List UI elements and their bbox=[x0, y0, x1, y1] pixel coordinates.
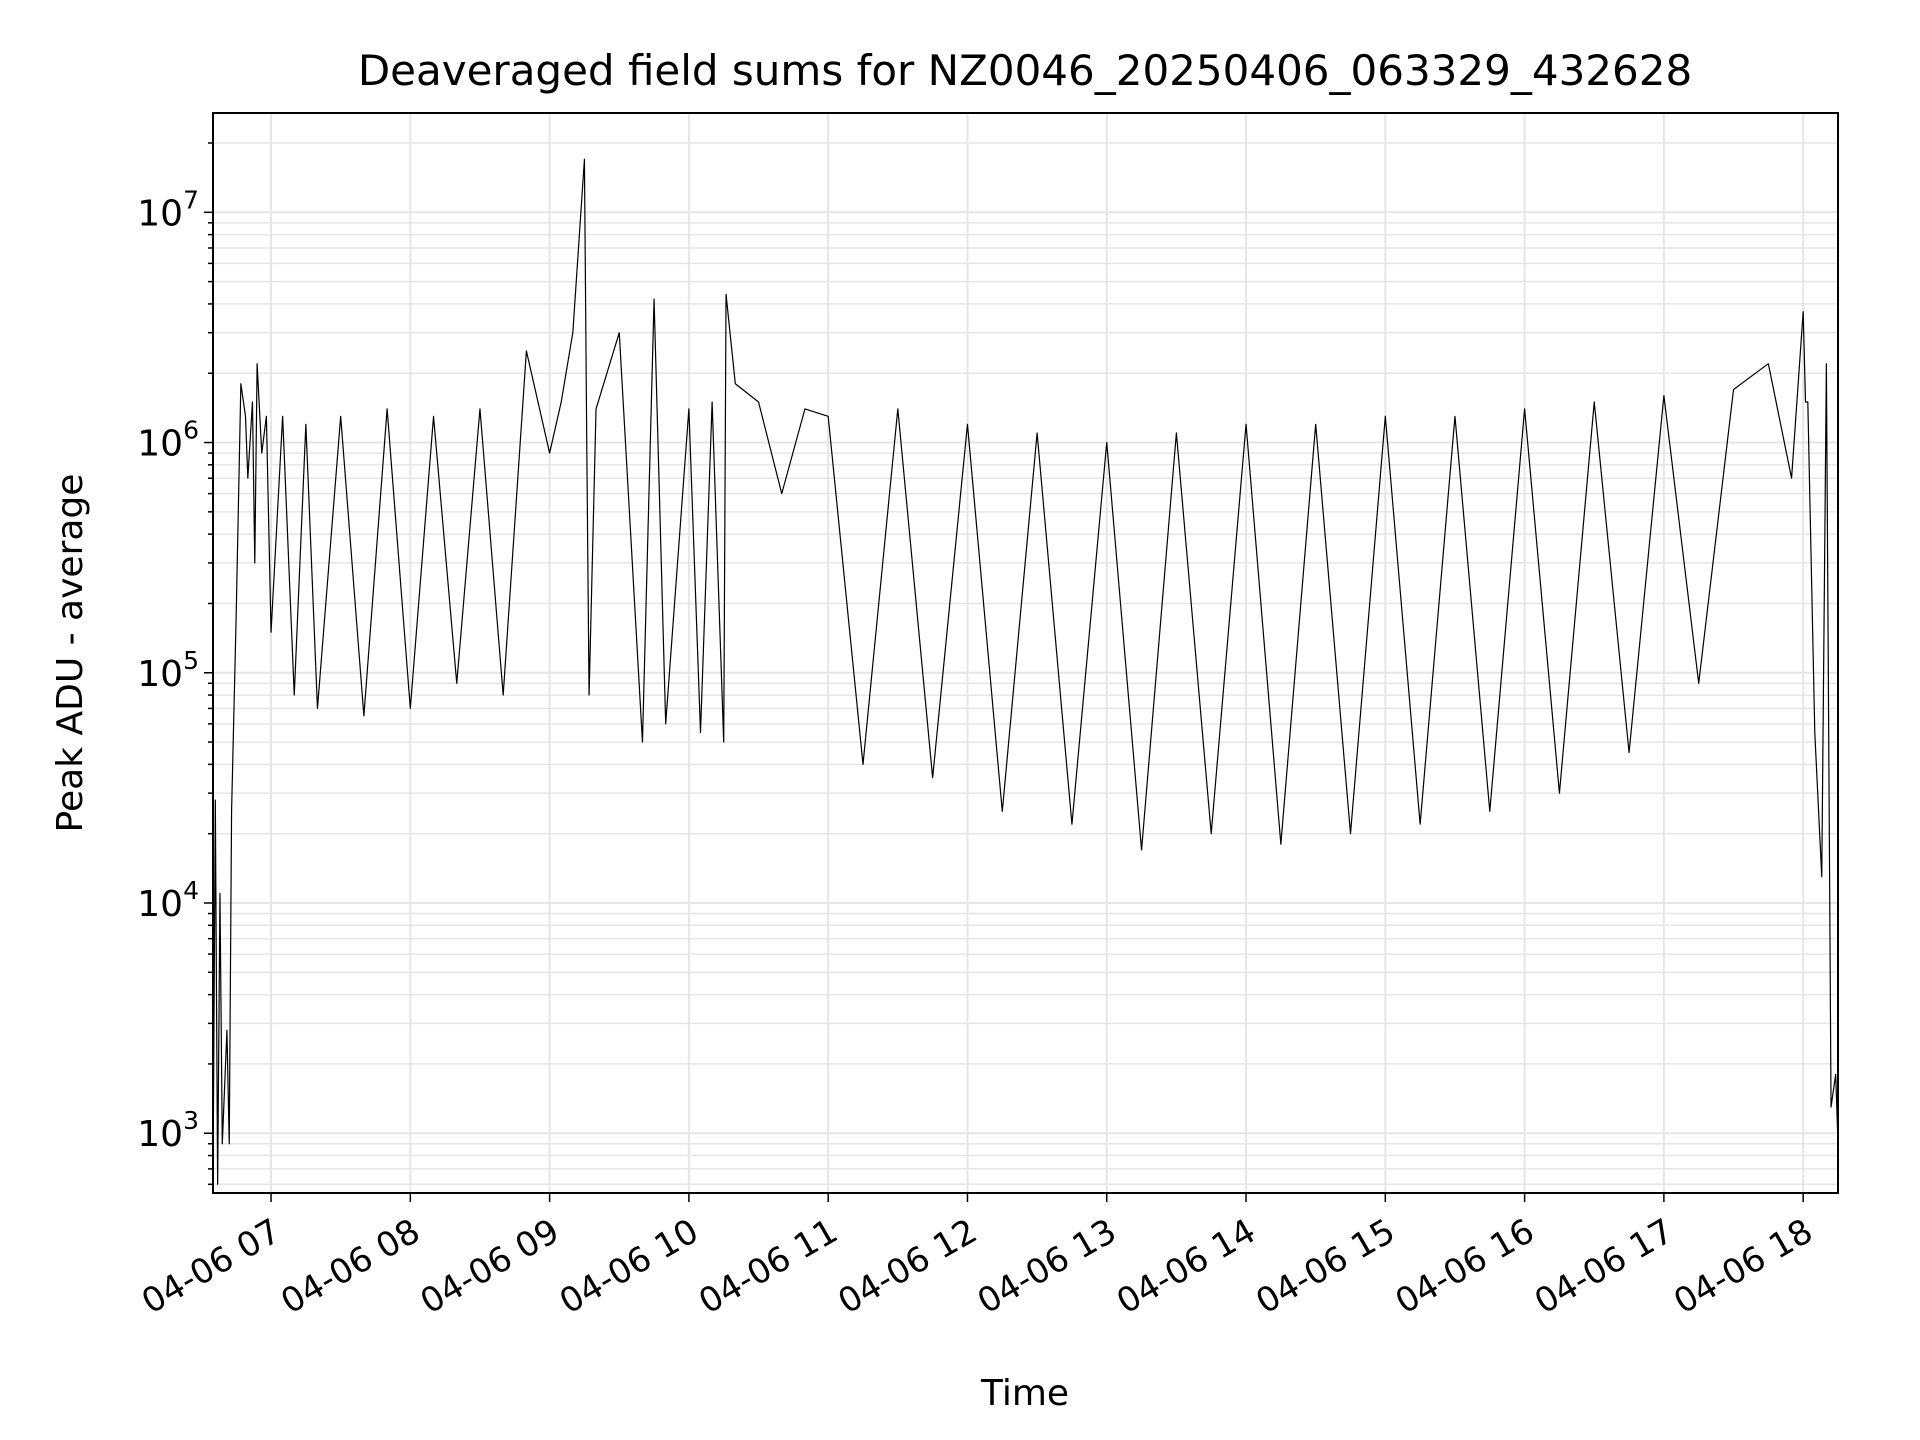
y-tick-label: 104 bbox=[137, 876, 199, 925]
x-axis-label: Time bbox=[980, 1373, 1069, 1414]
plot-frame bbox=[212, 112, 1839, 1194]
chart-title: Deaveraged field sums for NZ0046_2025040… bbox=[358, 46, 1692, 95]
y-tick-label: 105 bbox=[137, 646, 199, 695]
y-tick-label-base: 10 bbox=[137, 1114, 183, 1155]
y-tick-label-base: 10 bbox=[137, 654, 183, 695]
y-tick-label-exponent: 4 bbox=[183, 876, 199, 905]
y-tick-label-exponent: 5 bbox=[183, 646, 199, 675]
series-layer bbox=[212, 158, 1839, 1185]
y-tick-label-exponent: 7 bbox=[183, 185, 199, 214]
y-tick-label-base: 10 bbox=[137, 884, 183, 925]
y-tick-label-base: 10 bbox=[137, 193, 183, 234]
y-tick-label-exponent: 6 bbox=[183, 416, 199, 445]
y-tick-label-base: 10 bbox=[137, 424, 183, 465]
y-tick-label: 106 bbox=[137, 416, 199, 465]
y-axis-label: Peak ADU - average bbox=[50, 474, 91, 833]
y-tick-label: 103 bbox=[137, 1106, 199, 1155]
y-tick-label: 107 bbox=[137, 185, 199, 234]
series-line bbox=[212, 158, 1839, 1185]
y-tick-label-exponent: 3 bbox=[183, 1106, 199, 1135]
